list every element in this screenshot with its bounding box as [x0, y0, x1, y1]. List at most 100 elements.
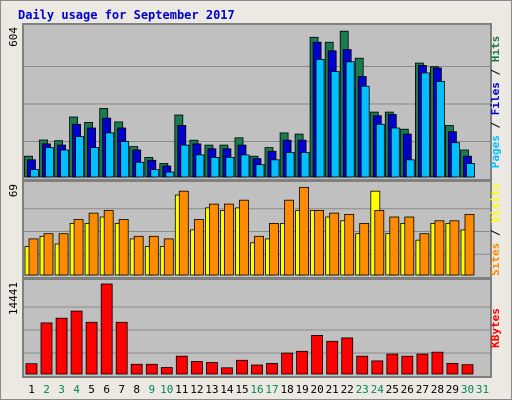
- bar-kbytes-day-23: [356, 355, 369, 375]
- legend-middle: Sites / Visits: [489, 183, 502, 276]
- legend-item-sites: Sites: [489, 243, 502, 276]
- bar-kbytes-day-16: [251, 364, 263, 375]
- bar-sites-day-9: [148, 235, 159, 276]
- legend-separator: /: [489, 62, 502, 82]
- bar-pages-day-8: [135, 161, 145, 178]
- bar-sites-day-23: [359, 222, 370, 276]
- bar-sites-day-17: [269, 222, 279, 276]
- bar-kbytes-day-14: [220, 367, 233, 375]
- bar-pages-day-27: [420, 72, 430, 178]
- bar-pages-day-5: [90, 147, 99, 178]
- legend-item-pages: Pages: [489, 135, 502, 168]
- x-tick-label-day-29: 29: [446, 383, 459, 396]
- bar-sites-day-6: [103, 210, 114, 276]
- bar-sites-day-19: [299, 186, 310, 276]
- legend-item-files: Files: [489, 82, 502, 115]
- bar-pages-day-24: [375, 123, 385, 178]
- bar-sites-day-27: [419, 233, 430, 276]
- bar-kbytes-day-12: [190, 361, 203, 375]
- legend-separator: /: [489, 115, 502, 135]
- bar-kbytes-day-18: [281, 352, 294, 375]
- legend-bottom: KBytes: [489, 308, 502, 348]
- bar-pages-day-4: [75, 136, 84, 178]
- bar-sites-day-13: [208, 203, 219, 276]
- x-tick-label-day-7: 7: [118, 383, 125, 396]
- x-tick-label-day-8: 8: [133, 383, 140, 396]
- bar-pages-day-1: [30, 169, 39, 178]
- x-tick-label-day-31: 31: [476, 383, 489, 396]
- bar-kbytes-day-2: [40, 322, 53, 375]
- panels-group: 604 Pages / Files / Hits 69 Sites / Visits 1…: [7, 23, 502, 378]
- bar-pages-day-18: [285, 152, 295, 178]
- legend-item-kbytes: KBytes: [489, 308, 502, 348]
- bar-pages-day-7: [120, 141, 130, 178]
- bar-kbytes-day-21: [326, 340, 339, 375]
- bar-sites-day-16: [254, 235, 264, 276]
- bar-sites-day-22: [344, 213, 355, 276]
- y-max-label-top: 604: [7, 27, 20, 47]
- bar-sites-day-10: [163, 238, 174, 276]
- bar-sites-day-21: [329, 212, 340, 276]
- x-tick-label-day-23: 23: [356, 383, 369, 396]
- legend-item-visits: Visits: [489, 183, 502, 223]
- bar-kbytes-day-27: [416, 353, 429, 375]
- x-tick-label-day-18: 18: [280, 383, 293, 396]
- y-max-label-bottom: 14441: [7, 282, 20, 315]
- panel-bottom: 14441 KBytes: [7, 278, 502, 378]
- bar-pages-day-26: [405, 159, 415, 178]
- y-max-label-middle: 69: [7, 184, 20, 197]
- x-tick-label-day-11: 11: [175, 383, 188, 396]
- bar-sites-day-26: [404, 216, 415, 276]
- x-tick-label-day-25: 25: [386, 383, 399, 396]
- x-tick-label-day-24: 24: [371, 383, 385, 396]
- x-tick-label-day-26: 26: [401, 383, 414, 396]
- bar-pages-day-15: [240, 154, 250, 178]
- x-tick-label-day-16: 16: [250, 383, 263, 396]
- bar-kbytes-day-15: [236, 359, 248, 375]
- x-tick-label-day-20: 20: [310, 383, 323, 396]
- legend-separator: /: [489, 223, 502, 243]
- bar-sites-day-18: [284, 199, 295, 276]
- x-tick-label-day-27: 27: [416, 383, 429, 396]
- x-tick-label-day-9: 9: [148, 383, 155, 396]
- bar-kbytes-day-28: [431, 351, 444, 375]
- bar-kbytes-day-13: [205, 362, 218, 375]
- legend-top: Pages / Files / Hits: [489, 36, 502, 169]
- x-tick-label-day-19: 19: [295, 383, 308, 396]
- x-tick-label-day-13: 13: [205, 383, 218, 396]
- bar-pages-day-10: [165, 171, 175, 178]
- bar-kbytes-day-19: [296, 350, 309, 375]
- bar-pages-day-13: [210, 156, 220, 178]
- bar-pages-day-19: [300, 152, 310, 178]
- bar-kbytes-day-5: [85, 321, 98, 375]
- x-tick-label-day-30: 30: [461, 383, 474, 396]
- panel-top: 604 Pages / Files / Hits: [7, 23, 502, 181]
- bar-sites-day-11: [178, 190, 189, 276]
- bar-sites-day-30: [464, 213, 475, 276]
- bar-pages-day-20: [315, 59, 325, 178]
- x-tick-label-day-5: 5: [88, 383, 95, 396]
- bar-pages-day-17: [270, 159, 280, 178]
- bar-kbytes-day-20: [311, 334, 324, 375]
- x-tick-label-day-14: 14: [220, 383, 234, 396]
- bar-sites-day-12: [193, 219, 204, 276]
- bar-pages-day-3: [60, 149, 69, 178]
- bar-pages-day-30: [466, 163, 475, 178]
- bar-kbytes-day-22: [341, 337, 354, 375]
- bar-kbytes-day-17: [266, 362, 278, 375]
- bar-kbytes-day-4: [70, 310, 83, 375]
- x-tick-label-day-6: 6: [103, 383, 110, 396]
- bar-sites-day-25: [389, 216, 400, 276]
- bar-pages-day-6: [105, 132, 115, 178]
- bar-sites-day-20: [314, 210, 325, 276]
- bar-pages-day-16: [255, 164, 265, 178]
- bar-sites-day-1: [28, 238, 39, 276]
- bar-kbytes-day-8: [130, 363, 143, 375]
- bar-kbytes-day-10: [160, 367, 173, 375]
- bar-kbytes-day-26: [401, 355, 414, 375]
- bar-pages-day-23: [360, 85, 370, 178]
- bar-kbytes-day-25: [386, 353, 399, 375]
- legend-item-hits: Hits: [489, 36, 502, 63]
- bar-kbytes-day-7: [115, 321, 128, 375]
- bar-pages-day-29: [450, 142, 460, 178]
